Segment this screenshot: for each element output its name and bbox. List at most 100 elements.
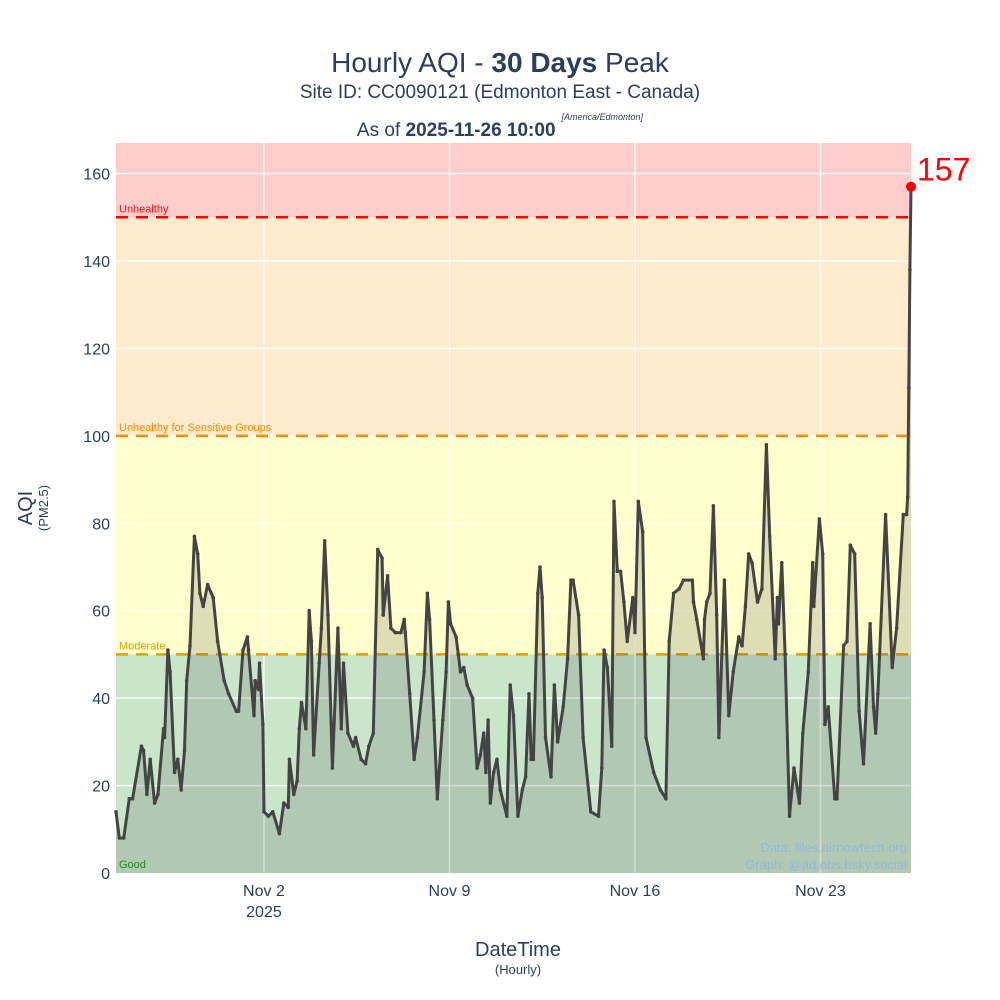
data-point	[286, 805, 291, 810]
data-point	[775, 595, 780, 600]
data-point	[458, 670, 463, 674]
data-point	[890, 665, 895, 670]
data-point	[311, 753, 316, 757]
y-tick-label: 100	[83, 429, 110, 446]
data-point	[543, 735, 548, 740]
x-tick-year: 2025	[246, 904, 282, 921]
data-point	[511, 713, 516, 718]
data-point	[516, 814, 520, 818]
credit-data: Data: files.airnowtech.org	[760, 840, 907, 855]
x-axis-subtitle: (Hourly)	[495, 962, 541, 977]
data-point	[339, 726, 344, 731]
data-point	[826, 705, 830, 709]
data-point	[130, 796, 135, 801]
y-tick-label: 40	[92, 691, 110, 708]
data-point	[363, 761, 368, 766]
band-3	[116, 143, 911, 218]
data-point	[226, 691, 231, 696]
data-point	[393, 630, 398, 635]
data-point	[531, 757, 536, 762]
data-point	[722, 578, 727, 582]
data-point	[535, 591, 540, 596]
data-point	[481, 731, 486, 735]
data-point	[773, 657, 777, 661]
data-point	[561, 705, 565, 709]
data-point	[486, 718, 490, 722]
data-point	[385, 573, 390, 578]
data-point	[346, 731, 350, 735]
chart-subtitle: Site ID: CC0090121 (Edmonton East - Cana…	[300, 82, 700, 103]
data-point	[633, 630, 637, 635]
data-point	[625, 639, 630, 644]
band-label: Good	[119, 859, 146, 871]
data-point	[845, 639, 849, 644]
data-point	[764, 442, 769, 447]
data-point	[407, 691, 412, 696]
data-point	[602, 648, 606, 652]
data-point	[600, 766, 604, 770]
y-tick-label: 120	[83, 341, 110, 358]
data-point	[520, 788, 525, 792]
data-point	[389, 626, 393, 631]
data-point	[435, 796, 440, 801]
data-point	[215, 639, 220, 644]
y-axis-subtitle: (PM2.5)	[36, 485, 51, 531]
data-point	[307, 608, 312, 613]
x-tick-label: Nov 9	[429, 883, 471, 900]
data-point	[760, 587, 764, 591]
y-tick-label: 160	[83, 167, 110, 184]
data-point	[448, 622, 453, 626]
data-point	[156, 792, 160, 797]
data-point	[425, 591, 430, 596]
data-point	[717, 735, 721, 740]
data-point	[188, 643, 192, 648]
data-point	[172, 770, 177, 775]
data-point	[470, 696, 475, 700]
data-point	[299, 700, 304, 705]
band-1	[116, 435, 911, 655]
data-point	[806, 670, 811, 674]
data-point	[644, 735, 648, 740]
data-point	[622, 600, 626, 604]
data-point	[179, 788, 183, 792]
data-point	[704, 600, 709, 604]
data-point	[783, 652, 787, 657]
data-point	[708, 591, 712, 596]
data-point	[341, 661, 346, 665]
data-point	[740, 643, 744, 648]
peak-marker	[906, 181, 916, 192]
data-point	[792, 766, 796, 770]
data-point	[491, 770, 496, 775]
data-point	[148, 757, 153, 762]
data-point	[823, 722, 827, 727]
data-point	[415, 735, 420, 740]
data-point	[508, 683, 512, 687]
data-point	[876, 691, 880, 696]
data-point	[746, 552, 751, 556]
data-point	[162, 735, 167, 740]
data-point	[277, 831, 282, 836]
data-point	[596, 814, 601, 818]
data-point	[444, 670, 448, 674]
data-point	[241, 648, 245, 652]
data-point	[787, 814, 792, 818]
data-point	[549, 775, 553, 779]
data-point	[309, 639, 314, 644]
data-point	[380, 556, 384, 561]
data-point	[565, 657, 570, 661]
data-point	[412, 757, 416, 762]
data-point	[127, 796, 132, 801]
band-label: Unhealthy	[119, 203, 169, 215]
y-tick-label: 80	[92, 516, 110, 533]
data-point	[817, 517, 822, 521]
data-point	[403, 630, 408, 635]
band-label: Moderate	[119, 640, 165, 652]
data-point	[402, 617, 406, 622]
data-point	[351, 744, 356, 749]
data-point	[677, 587, 681, 591]
data-point	[538, 565, 542, 569]
data-point	[750, 560, 754, 565]
data-point	[505, 814, 509, 818]
data-point	[523, 775, 528, 779]
data-point	[359, 757, 363, 762]
